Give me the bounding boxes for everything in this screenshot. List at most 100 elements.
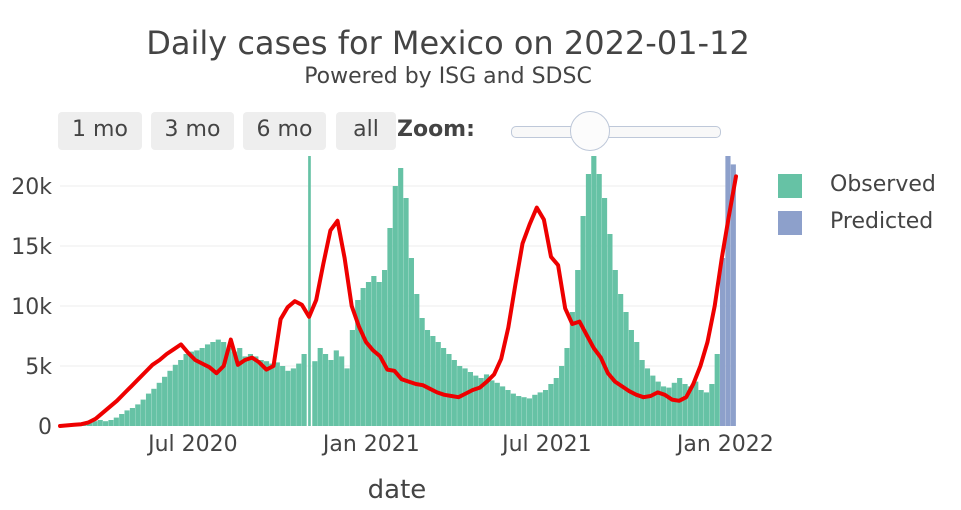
range-button-1-month[interactable]: 1 mo	[58, 112, 142, 150]
observed-bar[interactable]	[655, 381, 661, 426]
observed-bar[interactable]	[424, 330, 431, 426]
observed-bar[interactable]	[365, 282, 372, 426]
observed-bar[interactable]	[162, 376, 168, 426]
observed-bar[interactable]	[269, 363, 275, 426]
observed-bar[interactable]	[441, 348, 447, 426]
observed-bar[interactable]	[119, 414, 125, 426]
observed-bar[interactable]	[467, 372, 474, 426]
observed-bar[interactable]	[328, 360, 334, 426]
observed-bar[interactable]	[591, 156, 597, 426]
observed-bar[interactable]	[135, 404, 141, 426]
observed-bar[interactable]	[564, 348, 570, 426]
predicted-bar[interactable]	[730, 164, 736, 426]
observed-bar[interactable]	[542, 390, 549, 426]
observed-bar[interactable]	[86, 423, 93, 426]
observed-bar[interactable]	[355, 300, 361, 426]
observed-bar[interactable]	[601, 198, 608, 426]
observed-bar[interactable]	[510, 393, 516, 426]
observed-bar[interactable]	[253, 356, 259, 426]
observed-bar[interactable]	[462, 368, 468, 426]
observed-bar[interactable]	[478, 378, 484, 426]
observed-bar[interactable]	[92, 421, 98, 426]
observed-bar[interactable]	[446, 354, 452, 426]
observed-bar[interactable]	[322, 354, 329, 426]
zoom-slider-handle[interactable]	[569, 111, 610, 151]
observed-bar[interactable]	[215, 339, 221, 426]
observed-bar[interactable]	[103, 421, 109, 426]
observed-bar[interactable]	[285, 370, 291, 426]
observed-bar[interactable]	[639, 360, 645, 426]
observed-bar[interactable]	[231, 351, 237, 426]
observed-bar[interactable]	[308, 156, 311, 426]
observed-bar[interactable]	[317, 348, 323, 426]
predicted-bar[interactable]	[720, 258, 726, 426]
observed-bar[interactable]	[274, 362, 280, 426]
observed-bar[interactable]	[151, 388, 157, 426]
observed-bar[interactable]	[435, 342, 441, 426]
observed-bar[interactable]	[140, 399, 146, 426]
range-button-all[interactable]: all	[336, 112, 396, 150]
range-button-3-months[interactable]: 3 mo	[151, 112, 234, 150]
observed-bar[interactable]	[178, 360, 184, 426]
observed-bar[interactable]	[483, 374, 490, 426]
observed-bar[interactable]	[247, 354, 254, 426]
observed-bar[interactable]	[607, 234, 613, 426]
observed-bar[interactable]	[585, 174, 592, 426]
observed-bar[interactable]	[194, 350, 200, 426]
observed-bar[interactable]	[296, 363, 302, 426]
observed-bar[interactable]	[473, 375, 479, 426]
observed-bar[interactable]	[623, 312, 629, 426]
observed-bar[interactable]	[242, 356, 248, 426]
observed-bar[interactable]	[344, 368, 350, 426]
observed-bar[interactable]	[145, 393, 152, 426]
observed-bar[interactable]	[403, 198, 409, 426]
observed-bar[interactable]	[258, 360, 264, 426]
observed-bar[interactable]	[618, 294, 624, 426]
observed-bar[interactable]	[280, 366, 286, 426]
observed-bar[interactable]	[419, 318, 425, 426]
observed-bar[interactable]	[226, 348, 232, 426]
observed-bar[interactable]	[532, 394, 538, 426]
observed-bar[interactable]	[553, 378, 559, 426]
observed-bar[interactable]	[382, 270, 388, 426]
observed-bar[interactable]	[548, 384, 554, 426]
observed-bar[interactable]	[414, 294, 420, 426]
observed-bar[interactable]	[500, 386, 506, 426]
observed-bar[interactable]	[156, 382, 162, 426]
observed-bar[interactable]	[714, 354, 720, 426]
observed-bar[interactable]	[671, 382, 677, 426]
observed-bar[interactable]	[693, 381, 699, 426]
observed-bar[interactable]	[650, 375, 656, 426]
observed-bar[interactable]	[199, 348, 205, 426]
observed-bar[interactable]	[290, 368, 296, 426]
observed-bar[interactable]	[398, 168, 404, 426]
observed-bar[interactable]	[188, 351, 195, 426]
observed-bar[interactable]	[575, 270, 581, 426]
observed-bar[interactable]	[301, 354, 307, 426]
observed-bar[interactable]	[333, 350, 339, 426]
observed-bar[interactable]	[451, 360, 457, 426]
observed-bar[interactable]	[204, 344, 211, 426]
observed-bar[interactable]	[569, 312, 575, 426]
observed-bar[interactable]	[339, 356, 345, 426]
observed-bar[interactable]	[505, 390, 511, 426]
observed-bar[interactable]	[666, 387, 672, 426]
observed-bar[interactable]	[580, 216, 586, 426]
observed-bar[interactable]	[124, 410, 130, 426]
observed-bar[interactable]	[628, 330, 634, 426]
observed-bar[interactable]	[221, 342, 227, 426]
observed-bar[interactable]	[408, 258, 414, 426]
observed-bar[interactable]	[183, 354, 189, 426]
observed-bar[interactable]	[634, 342, 640, 426]
observed-bar[interactable]	[489, 380, 495, 426]
observed-bar[interactable]	[167, 370, 173, 426]
observed-bar[interactable]	[698, 390, 704, 426]
observed-bar[interactable]	[430, 336, 436, 426]
observed-bar[interactable]	[387, 228, 393, 426]
observed-bar[interactable]	[660, 386, 667, 426]
zoom-slider-track[interactable]	[511, 126, 721, 138]
observed-bar[interactable]	[596, 174, 602, 426]
observed-bar[interactable]	[494, 382, 500, 426]
observed-bar[interactable]	[113, 417, 119, 426]
observed-bar[interactable]	[312, 361, 318, 426]
